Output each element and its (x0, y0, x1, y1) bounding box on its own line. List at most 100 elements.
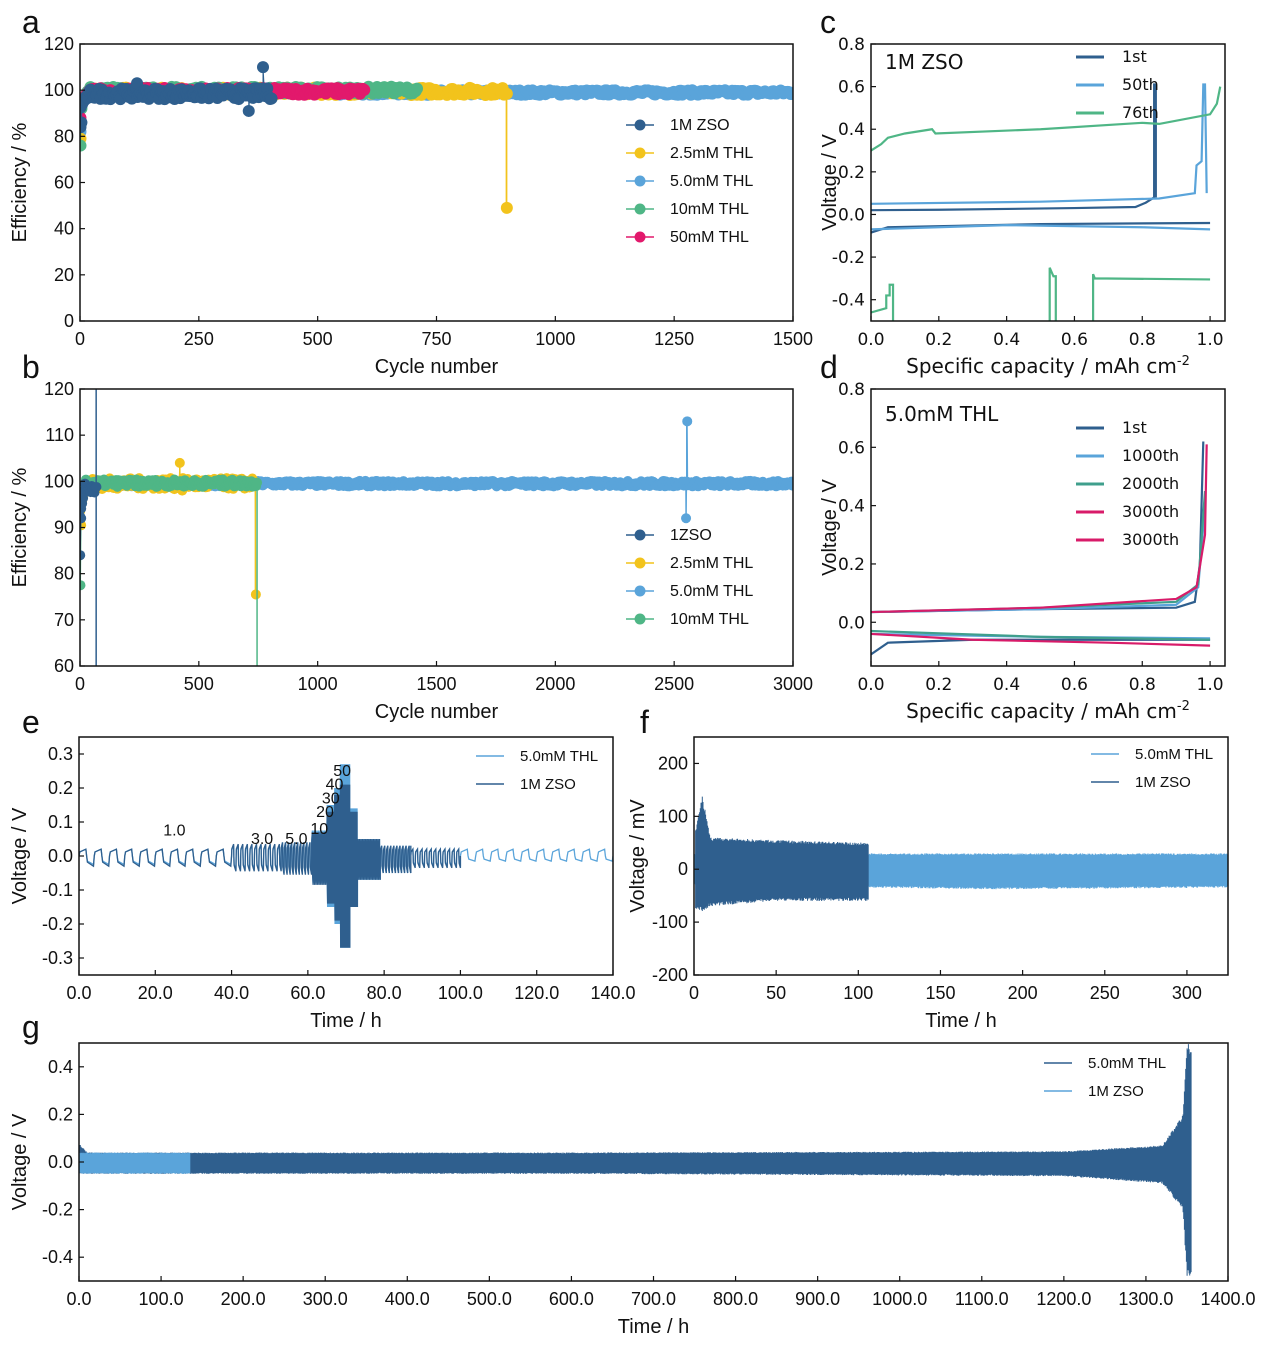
plot-area (80, 61, 793, 214)
legend-label: 50mM THL (670, 229, 749, 246)
legend-label: 2000th (1122, 474, 1179, 493)
legend-item: 50mM THL (626, 229, 749, 246)
series-1st (871, 83, 1211, 234)
legend-label: 1M ZSO (520, 776, 576, 793)
y-axis-label: Voltage / V (9, 807, 31, 904)
y-tick-label: 0.2 (838, 163, 865, 183)
x-tick-label: 2500 (654, 674, 694, 694)
legend-swatch-marker (634, 203, 646, 215)
data-point (80, 116, 88, 129)
legend-item: 2.5mM THL (626, 555, 753, 572)
chart-c: 0.0 0.2 0.4 0.6 0.8 1.0 -0.4 -0.2 0.0 0.2 0.4 0.6 0.… (819, 4, 1226, 378)
y-tick-label: 0.4 (838, 497, 865, 517)
x-tick-label: 1400.0 (1200, 1289, 1255, 1309)
x-tick-label: 100 (843, 983, 873, 1003)
data-point (500, 87, 513, 100)
y-tick-label: 0.4 (838, 120, 865, 140)
y-axis-label: Efficiency / % (9, 122, 31, 242)
y-tick-label: -100 (652, 912, 688, 932)
data-point (500, 201, 513, 214)
x-axis-label-superscript: -2 (1177, 354, 1190, 369)
x-tick-label: 0.0 (857, 675, 884, 695)
y-tick-label: 0.6 (838, 78, 865, 98)
x-tick-label: 150 (925, 983, 955, 1003)
chart-f: 0 50 100 150 200 250 300 -200 -100 0 100 200 Time / … (627, 704, 1229, 1032)
data-point (257, 61, 270, 74)
x-tick-label: 0.0 (66, 1289, 91, 1309)
series-1zso (80, 389, 102, 666)
legend-item: 10mM THL (626, 611, 749, 628)
y-tick-label: -0.2 (42, 1200, 73, 1220)
x-tick-label: 80.0 (367, 983, 402, 1003)
x-tick-label: 0.4 (993, 330, 1020, 350)
x-tick-label: 0 (689, 983, 699, 1003)
y-tick-label: 110 (45, 425, 74, 445)
y-tick-label: 0.0 (48, 1152, 73, 1172)
x-axis-label: Time / h (925, 1010, 997, 1032)
legend-label: 5.0mM THL (1135, 746, 1213, 763)
chart-d: 0.0 0.2 0.4 0.6 0.8 1.0 0.0 0.2 0.4 0.6 0.8 Specifi… (819, 349, 1226, 723)
legend-item: 5.0mM THL (1091, 746, 1213, 763)
x-tick-label: 0.8 (1129, 330, 1156, 350)
y-tick-label: -0.4 (832, 291, 865, 311)
plot-frame (693, 736, 1229, 976)
curve (871, 444, 1208, 614)
data-point (411, 82, 424, 95)
x-tick-label: 0.6 (1061, 330, 1088, 350)
x-axis-label: Specific capacity / mAh cm-2 (906, 699, 1190, 723)
x-axis-label: Specific capacity / mAh cm-2 (906, 354, 1190, 378)
y-tick-label: 0.0 (838, 205, 865, 225)
voltage-band (79, 1044, 1192, 1276)
x-tick-label: 700.0 (631, 1289, 676, 1309)
data-point (80, 139, 87, 152)
curve (871, 441, 1205, 614)
data-point (681, 513, 692, 524)
panel-letter: a (22, 4, 40, 40)
x-tick-label: 60.0 (290, 983, 325, 1003)
legend-item: 1st (1076, 47, 1147, 66)
y-axis-label: Voltage / V (9, 1113, 31, 1210)
series-line (80, 478, 258, 586)
legend-item: 1M ZSO (1044, 1083, 1144, 1100)
legend-label: 3000th (1122, 502, 1179, 521)
data-point (242, 104, 255, 117)
curve (871, 638, 1211, 656)
x-tick-label: 140.0 (590, 983, 635, 1003)
data-point (80, 550, 86, 561)
x-tick-label: 20.0 (138, 983, 173, 1003)
legend-label: 5.0mM THL (670, 173, 753, 190)
x-tick-label: 0.0 (66, 983, 91, 1003)
plot-frame (870, 43, 1226, 322)
annotation-label: 40 (326, 777, 344, 794)
x-tick-label: 1000.0 (872, 1289, 927, 1309)
x-tick-label: 750 (421, 329, 451, 349)
x-tick-label: 800.0 (713, 1289, 758, 1309)
x-tick-label: 400.0 (385, 1289, 430, 1309)
x-tick-label: 40.0 (214, 983, 249, 1003)
curve (871, 224, 1211, 231)
curve (1091, 273, 1211, 321)
series-3000th (871, 444, 1211, 647)
plot-area (79, 764, 613, 948)
panel-title: 5.0mM THL (885, 402, 999, 426)
legend-swatch-marker (634, 175, 646, 187)
y-tick-label: -0.2 (832, 248, 865, 268)
x-tick-label: 500.0 (467, 1289, 512, 1309)
plot-area (871, 441, 1211, 656)
y-tick-label: 90 (54, 518, 74, 538)
y-axis-label: Efficiency / % (9, 467, 31, 587)
plot-frame (870, 388, 1226, 667)
legend-swatch-marker (634, 119, 646, 131)
x-tick-label: 50 (766, 983, 786, 1003)
y-tick-label: 100 (44, 80, 74, 100)
legend-item: 5.0mM THL (476, 748, 598, 765)
legend-label: 1M ZSO (1135, 774, 1191, 791)
y-tick-label: 0.2 (48, 778, 73, 798)
x-tick-label: 0.4 (993, 675, 1020, 695)
y-tick-label: -200 (652, 965, 688, 985)
series-50th (871, 83, 1211, 231)
legend-item: 5.0mM THL (626, 173, 753, 190)
panel-letter: g (22, 1009, 40, 1045)
